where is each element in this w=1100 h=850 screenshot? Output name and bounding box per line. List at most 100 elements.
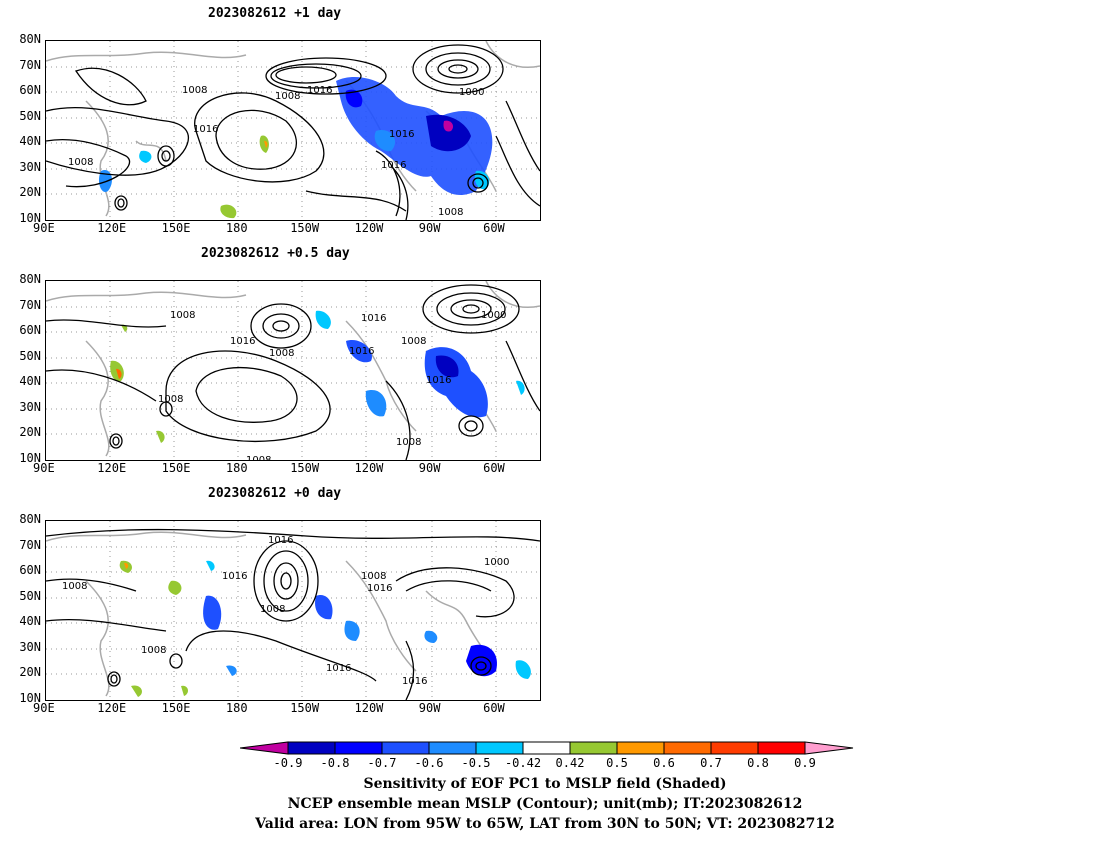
map-panel-2: 1008 1016 1008 1016 1016 1008 1000 1016 …: [45, 280, 541, 461]
lon-label: 180: [225, 461, 248, 475]
lat-label: 40N: [19, 134, 41, 149]
lon-label: 60W: [483, 461, 505, 475]
contour-label: 1016: [402, 676, 427, 687]
lon-label: 150W: [290, 701, 320, 715]
contour-label: 1008: [438, 207, 463, 218]
lon-label: 90W: [418, 461, 441, 475]
contour-label: 1016: [349, 346, 374, 357]
colorbar-tick-label: 0.5: [606, 756, 628, 770]
colorbar-swatch: [522, 741, 571, 755]
lon-label: 120E: [97, 221, 127, 235]
lat-label: 40N: [19, 374, 41, 389]
lat-label: 80N: [19, 512, 41, 526]
lat-label: 30N: [19, 399, 41, 414]
lon-label: 120W: [354, 221, 384, 235]
lat-label: 50N: [19, 108, 41, 123]
lat-label: 50N: [19, 588, 41, 603]
lat-label: 40N: [19, 614, 41, 629]
contour-label: 1008: [170, 310, 195, 321]
lon-label: 90W: [418, 701, 441, 715]
colorbar-left-arrow: [239, 741, 289, 755]
contour-label: 1016: [361, 313, 386, 324]
mslp-contours: [46, 44, 540, 220]
lon-label: 150E: [161, 221, 191, 235]
lat-label: 10N: [19, 691, 41, 705]
lat-label: 60N: [19, 323, 41, 338]
lon-label: 120W: [354, 701, 384, 715]
colorbar-swatch: [616, 741, 665, 755]
contour-label: 1008: [62, 581, 87, 592]
map-panel-1: 1008 1008 1016 1016 1000 1016 1008 1016 …: [45, 40, 541, 221]
lat-label: 80N: [19, 272, 41, 286]
lat-label: 20N: [19, 425, 41, 440]
contour-labels: 1008 1008 1016 1016 1000 1016 1008 1016 …: [68, 85, 484, 218]
colorbar-swatch: [428, 741, 477, 755]
panel-1-title: 2023082612 +1 day: [208, 6, 342, 21]
colorbar-tick-label: -0.8: [320, 756, 350, 770]
lat-label: 30N: [19, 159, 41, 174]
contour-label: 1008: [275, 91, 300, 102]
lon-label: 120E: [97, 701, 127, 715]
lon-label: 180: [225, 701, 248, 715]
contour-label: 1016: [307, 85, 332, 96]
lon-label: 60W: [483, 221, 505, 235]
lat-label: 30N: [19, 639, 41, 654]
colorbar-swatch: [663, 741, 712, 755]
lon-label: 150E: [161, 701, 191, 715]
sensitivity-shading: [110, 310, 525, 443]
colorbar-tick-label: 0.8: [747, 756, 769, 770]
lon-label: 150E: [161, 461, 191, 475]
colorbar-swatch: [710, 741, 759, 755]
contour-label: 1016: [230, 336, 255, 347]
panel-2-title: 2023082612 +0.5 day: [201, 246, 350, 261]
lat-label: 70N: [19, 57, 41, 72]
lat-label: 60N: [19, 563, 41, 578]
sensitivity-shading: [98, 76, 493, 219]
colorbar-swatch: [334, 741, 383, 755]
caption-line-2: NCEP ensemble mean MSLP (Contour); unit(…: [287, 796, 803, 812]
colorbar-swatch: [287, 741, 336, 755]
contour-label: 1008: [361, 571, 386, 582]
contour-label: 1008: [182, 85, 207, 96]
contour-label: 1008: [260, 604, 285, 615]
colorbar-tick-label: 0.9: [794, 756, 816, 770]
colorbar-swatch: [381, 741, 430, 755]
colorbar-tick-label: 0.7: [700, 756, 722, 770]
colorbar-svg: [239, 741, 854, 755]
contour-label: 1008: [68, 157, 93, 168]
caption-line-3: Valid area: LON from 95W to 65W, LAT fro…: [255, 816, 835, 832]
colorbar-tick-label: -0.9: [273, 756, 303, 770]
lon-label: 60W: [483, 701, 505, 715]
mslp-contours: [46, 528, 540, 700]
lon-label: 150W: [290, 221, 320, 235]
contour-label: 1008: [401, 336, 426, 347]
contour-label: 1008: [396, 437, 421, 448]
contour-label: 1016: [381, 160, 406, 171]
contour-label: 1016: [426, 375, 451, 386]
lon-label: 150W: [290, 461, 320, 475]
colorbar-tick-label: -0.42: [504, 756, 542, 770]
colorbar-swatch: [569, 741, 618, 755]
colorbar-tick-label: -0.6: [414, 756, 444, 770]
colorbar: [239, 740, 860, 764]
lat-label: 70N: [19, 537, 41, 552]
contour-label: 1000: [484, 557, 509, 568]
lon-label: 90E: [33, 221, 55, 235]
lat-label: 70N: [19, 297, 41, 312]
lat-label: 80N: [19, 32, 41, 46]
contour-label: 1016: [222, 571, 247, 582]
map-panel-3: 1016 1016 1008 1008 1008 1016 1000 1008 …: [45, 520, 541, 701]
colorbar-swatch: [757, 741, 806, 755]
sensitivity-shading: [119, 560, 531, 697]
colorbar-tick-label: 0.6: [653, 756, 675, 770]
lat-label: 10N: [19, 451, 41, 465]
caption-line-1: Sensitivity of EOF PC1 to MSLP field (Sh…: [363, 776, 727, 792]
lat-label: 10N: [19, 211, 41, 225]
contour-label: 1008: [269, 348, 294, 359]
colorbar-tick-label: -0.5: [461, 756, 491, 770]
contour-label: 1008: [141, 645, 166, 656]
colorbar-right-arrow: [804, 741, 854, 755]
colorbar-swatch: [475, 741, 524, 755]
lat-label: 20N: [19, 665, 41, 680]
lon-label: 120E: [97, 461, 127, 475]
